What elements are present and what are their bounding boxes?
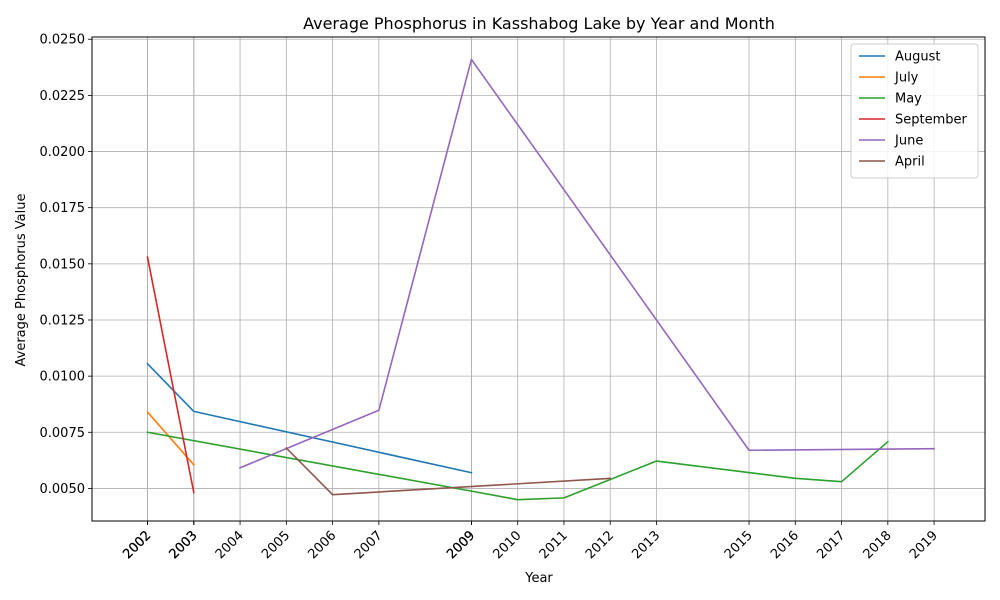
x-axis-title: Year [524,571,553,586]
y-tick-label: 0.0075 [40,426,86,441]
chart-title: Average Phosphorus in Kasshabog Lake by … [303,14,775,33]
series-line-september [146,256,195,494]
y-tick-label: 0.0175 [40,201,86,216]
legend-label-june: June [894,134,923,149]
series-line-may [146,431,889,501]
legend: August July May September June April [850,43,979,179]
series-line-august [146,362,473,474]
legend-label-april: April [895,155,925,170]
y-tick-label: 0.0150 [40,257,86,272]
y-tick-label: 0.0225 [40,89,86,104]
y-axis-title: Average Phosphorus Value [14,194,29,367]
series-line-june [239,58,935,469]
legend-label-may: May [895,92,922,107]
y-tick-label: 0.0050 [40,482,86,497]
plot-frame [91,36,986,522]
y-tick-label: 0.0100 [40,370,86,385]
y-tick-label: 0.0250 [40,33,86,48]
series-line-april [285,446,612,496]
y-tick-label: 0.0125 [40,313,86,328]
legend-label-september: September [895,113,968,128]
legend-label-august: August [895,50,941,65]
grid [92,37,985,521]
legend-label-july: July [894,71,919,86]
series-lines [146,58,935,501]
y-tick-label: 0.0200 [40,145,86,160]
